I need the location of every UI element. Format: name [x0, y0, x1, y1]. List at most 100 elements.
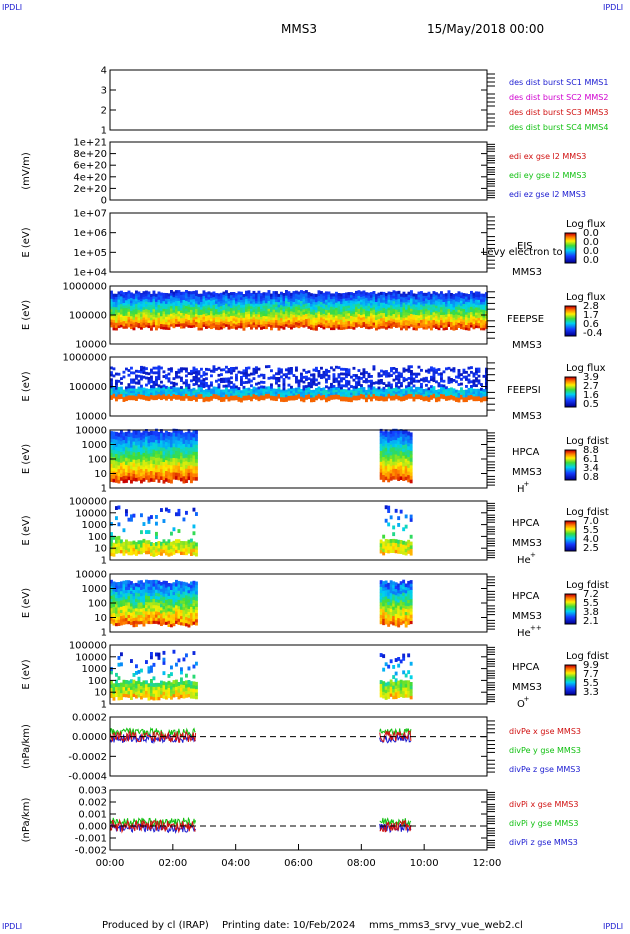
heatmap-cell — [245, 311, 248, 315]
heatmap-cell — [387, 309, 391, 313]
heatmap-cell — [135, 607, 138, 612]
colorbar-cell — [565, 328, 576, 330]
heatmap-cell — [295, 324, 298, 328]
heatmap-cell — [157, 291, 161, 295]
heatmap-cell — [145, 395, 148, 399]
heatmap-cell — [355, 301, 358, 305]
heatmap-cell — [437, 384, 441, 388]
heatmap-cell — [395, 298, 398, 302]
heatmap-cell — [132, 623, 136, 628]
heatmap-cell — [192, 378, 196, 382]
heatmap-cell — [399, 540, 403, 544]
heatmap-cell — [325, 373, 328, 377]
heatmap-cell — [370, 310, 373, 314]
heatmap-cell — [145, 530, 148, 534]
heatmap-cell — [120, 581, 123, 586]
heatmap-cell — [362, 293, 366, 297]
heatmap-cell — [200, 306, 203, 310]
heatmap-cell — [197, 293, 201, 297]
colorbar-cell — [565, 258, 576, 260]
heatmap-cell — [157, 296, 161, 300]
heatmap-cell — [287, 324, 291, 328]
heatmap-cell — [192, 296, 196, 300]
heatmap-cell — [137, 379, 141, 383]
heatmap-cell — [317, 395, 321, 399]
heatmap-cell — [150, 322, 153, 326]
heatmap-cell — [117, 475, 121, 480]
heatmap-cell — [360, 304, 363, 308]
heatmap-cell — [210, 310, 213, 314]
heatmap-cell — [480, 392, 483, 396]
heatmap-cell — [320, 314, 323, 318]
heatmap-cell — [380, 369, 383, 373]
heatmap-cell — [280, 368, 283, 372]
heatmap-cell — [160, 310, 163, 314]
heatmap-cell — [362, 319, 366, 323]
heatmap-cell — [135, 303, 138, 307]
heatmap-cell — [212, 307, 216, 311]
heatmap-cell — [137, 444, 141, 449]
heatmap-cell — [130, 587, 133, 591]
heatmap-cell — [400, 311, 403, 315]
colorbar-cell — [565, 311, 576, 313]
heatmap-cell — [237, 307, 241, 311]
heatmap-cell — [152, 546, 156, 551]
heatmap-cell — [367, 372, 371, 376]
heatmap-cell — [170, 323, 173, 327]
heatmap-cell — [465, 309, 468, 313]
colorbar-cell — [565, 476, 576, 478]
heatmap-cell — [200, 298, 203, 302]
heatmap-cell — [165, 434, 168, 439]
heatmap-cell — [380, 390, 383, 394]
heatmap-cell — [115, 603, 118, 608]
heatmap-cell — [110, 604, 113, 609]
heatmap-cell — [285, 391, 288, 395]
heatmap-cell — [267, 308, 271, 312]
heatmap-cell — [450, 324, 453, 328]
panel-frame — [109, 141, 488, 201]
heatmap-cell — [285, 310, 288, 314]
heatmap-cell — [185, 383, 188, 387]
heatmap-cell — [402, 304, 406, 308]
heatmap-cell — [115, 536, 118, 541]
heatmap-cell — [137, 451, 141, 456]
heatmap-cell — [315, 319, 318, 323]
colorbar-cell — [565, 458, 576, 460]
heatmap-cell — [110, 456, 113, 461]
heatmap-cell — [399, 429, 403, 434]
heatmap-cell — [127, 589, 131, 594]
heatmap-cell — [252, 301, 256, 305]
colorbar-cell — [565, 332, 576, 334]
heatmap-cell — [350, 399, 353, 403]
heatmap-cell — [207, 389, 211, 393]
heatmap-cell — [350, 325, 353, 329]
heatmap-cell — [192, 440, 196, 445]
heatmap-cell — [242, 309, 246, 313]
heatmap-cell — [142, 474, 146, 479]
heatmap-cell — [465, 298, 468, 302]
corner-label-bottom-right: IPDLI — [603, 922, 624, 931]
heatmap-cell — [260, 373, 263, 377]
heatmap-cell — [345, 389, 348, 393]
heatmap-cell — [182, 447, 186, 452]
heatmap-cell — [467, 327, 471, 331]
heatmap-cell — [397, 430, 401, 435]
heatmap-cell — [162, 295, 166, 299]
colorbar-cell — [565, 549, 576, 551]
heatmap-cell — [337, 305, 341, 309]
heatmap-cell — [262, 325, 266, 329]
panel-hpca_he2 — [109, 573, 577, 633]
heatmap-cell — [415, 379, 418, 383]
heatmap-cell — [162, 432, 166, 437]
heatmap-cell — [297, 388, 301, 392]
heatmap-cell — [162, 298, 166, 302]
heatmap-cell — [260, 298, 263, 302]
heatmap-cell — [265, 302, 268, 306]
heatmap-cell — [362, 394, 366, 398]
heatmap-cell — [252, 293, 256, 297]
heatmap-cell — [165, 441, 168, 446]
heatmap-cell — [442, 296, 446, 300]
heatmap-cell — [285, 292, 288, 296]
heatmap-cell — [112, 301, 116, 305]
heatmap-cell — [442, 370, 446, 374]
